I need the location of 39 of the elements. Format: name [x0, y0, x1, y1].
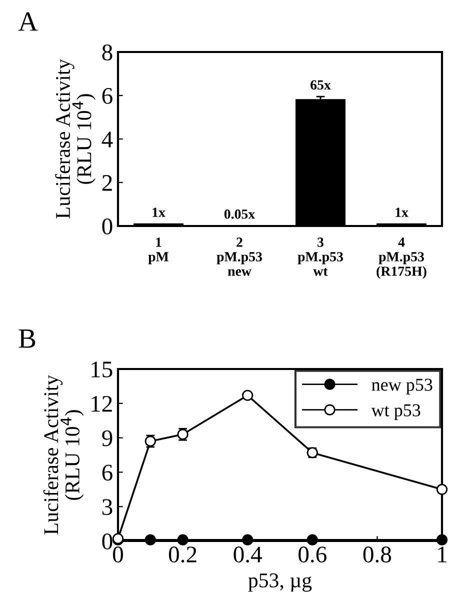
x-tick-label: 0.6 [298, 546, 326, 563]
x-tick-label: 4 pM.p53 (R175H) [376, 238, 426, 279]
x-tick-label: 0 [112, 546, 124, 562]
y-tick-label: 3 [102, 499, 112, 516]
y-tick-label: 4 [102, 132, 113, 148]
point [436, 484, 448, 495]
y-tick-label: 12 [92, 396, 112, 412]
annotation: 1x [396, 208, 408, 217]
legend-label: wt p53 [371, 404, 420, 420]
y-tick-label: 0 [102, 218, 112, 234]
chart-title: A [18, 12, 38, 31]
point [306, 534, 318, 546]
legend-label: new p53 [372, 378, 432, 395]
point [177, 534, 188, 546]
x-tick-label: 1 pM [148, 238, 169, 264]
x-tick-label: 2 pM.p53 new [216, 238, 262, 276]
annotation: 65x [310, 80, 331, 90]
x-tick-label: 3 pM.p53 wt [298, 238, 343, 276]
y-axis-title: Luciferase Activity (RLU 10$^{4}$) [55, 58, 96, 219]
y-tick-label: 9 [102, 430, 112, 446]
y-tick-label: 0 [102, 533, 112, 550]
x-tick-label: 0.2 [168, 546, 196, 563]
point [144, 534, 156, 546]
y-axis-title: Luciferase Activity (RLU 10$^{4}$) [43, 374, 84, 535]
x-axis-title: p53, µg [248, 573, 312, 592]
annotation: 1x [152, 208, 166, 217]
y-tick-label: 8 [102, 44, 112, 60]
y-tick-label: 6 [102, 464, 112, 481]
annotation: 0.05x [224, 209, 256, 219]
point [242, 390, 254, 401]
y-tick-label: 2 [102, 175, 112, 191]
point [436, 534, 448, 546]
x-tick-label: 1 [438, 546, 446, 562]
x-tick-label: 0.4 [234, 546, 262, 563]
y-tick-label: 6 [102, 88, 112, 104]
point [242, 534, 254, 546]
chart-title: B [18, 329, 36, 348]
x-tick-label: 0.8 [363, 546, 392, 563]
y-tick-label: 15 [92, 362, 112, 378]
